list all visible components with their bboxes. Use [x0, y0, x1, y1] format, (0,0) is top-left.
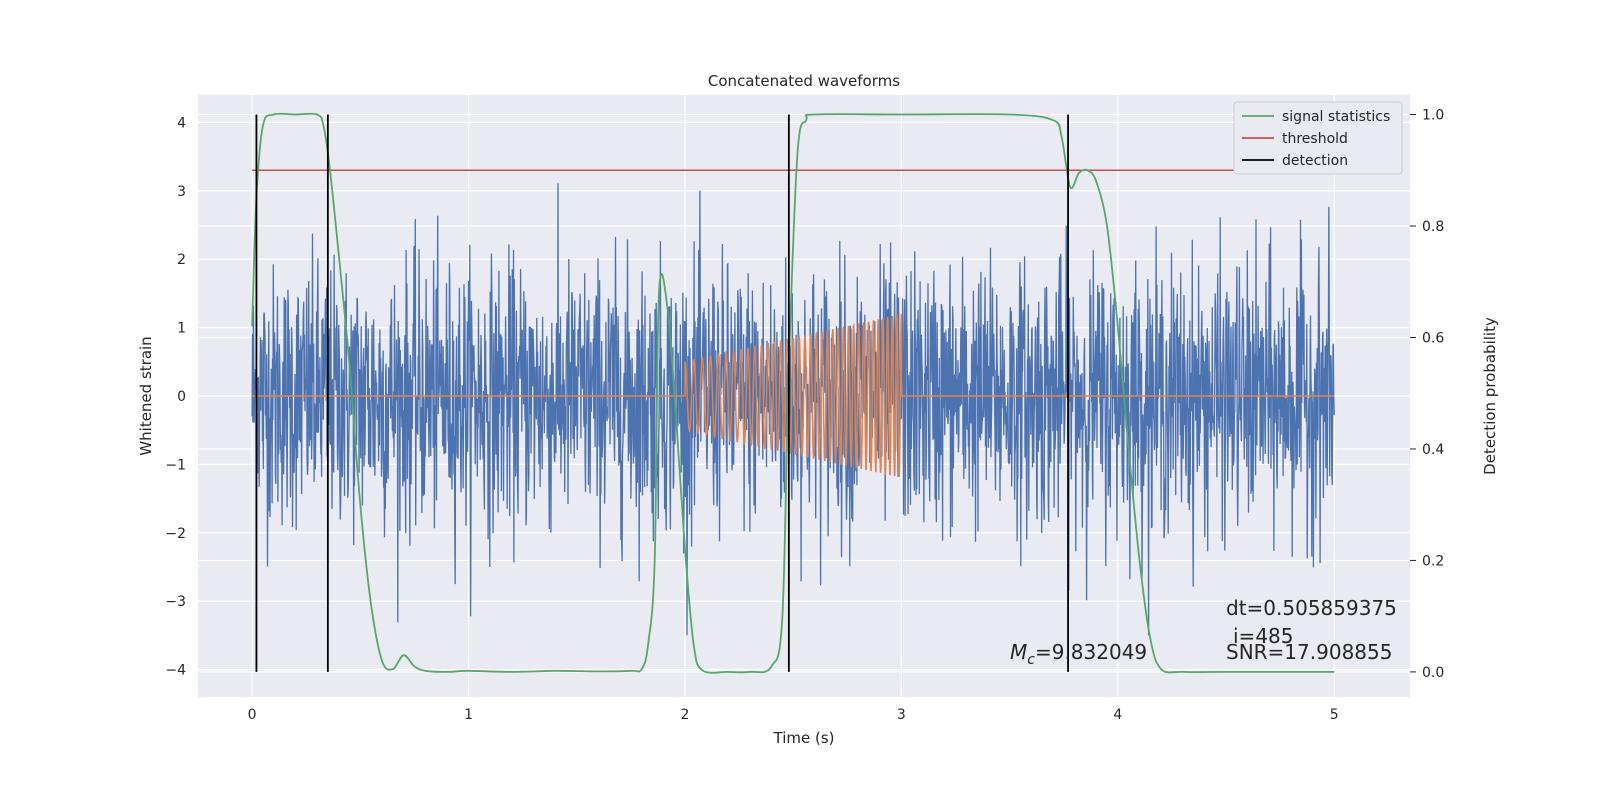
y-tick-label: 1	[177, 321, 186, 337]
x-axis-ticks: 0 1 2 3 4 5	[248, 707, 1339, 723]
series-injected-waveform	[252, 313, 1335, 478]
y2-axis-label: Detection probability	[1481, 317, 1499, 475]
y-tick-label: −1	[165, 457, 186, 473]
annotation-mc-subscript: c	[1027, 652, 1035, 668]
detection-lines	[255, 114, 1069, 672]
y2-tick-label: 0.0	[1422, 665, 1444, 681]
y2-tick-label: 1.0	[1422, 108, 1444, 124]
chart-title: Concatenated waveforms	[708, 72, 900, 90]
x-tick-label: 5	[1330, 707, 1339, 723]
y2-tick-label: 0.6	[1422, 330, 1444, 346]
y-tick-label: −4	[165, 663, 186, 679]
x-tick-label: 4	[1113, 707, 1122, 723]
y-axis-label: Whitened strain	[137, 336, 155, 455]
annotation-snr: SNR=17.908855	[1226, 640, 1392, 664]
annotations: dt=0.505859375 i=485 SNR=17.908855 Mc=9.…	[1010, 596, 1397, 668]
y2-axis-ticks: 1.0 0.8 0.6 0.4 0.2 0.0	[1410, 108, 1444, 681]
y-axis-ticks: 4 3 2 1 0 −1 −2 −3 −4	[165, 115, 186, 678]
annotation-dt: dt=0.505859375	[1226, 596, 1397, 620]
y-tick-label: −2	[165, 526, 186, 542]
x-tick-label: 2	[681, 707, 690, 723]
series-layer	[251, 112, 1356, 674]
x-tick-label: 1	[464, 707, 473, 723]
y-tick-label: 2	[177, 252, 186, 268]
y2-tick-label: 0.8	[1422, 219, 1444, 235]
y2-tick-label: 0.4	[1422, 442, 1444, 458]
annotation-mc-value: =9.832049	[1035, 640, 1147, 664]
legend: signal statistics threshold detection	[1233, 101, 1403, 175]
x-tick-label: 0	[248, 707, 257, 723]
y-tick-label: −3	[165, 594, 186, 610]
legend-box	[1233, 101, 1403, 175]
x-axis-label: Time (s)	[773, 729, 835, 747]
legend-label: signal statistics	[1282, 109, 1390, 125]
y-tick-label: 0	[177, 389, 186, 405]
series-signal-statistics	[251, 112, 1335, 674]
y-tick-label: 3	[177, 184, 186, 200]
legend-label: threshold	[1282, 131, 1348, 147]
x-tick-label: 3	[897, 707, 906, 723]
annotation-mc: Mc=9.832049	[1010, 640, 1147, 668]
legend-label: detection	[1282, 153, 1348, 169]
series-whitened-strain	[251, 183, 1335, 636]
annotation-i: i=485	[1233, 624, 1294, 648]
annotation-mc-symbol: M	[1010, 640, 1027, 664]
y2-tick-label: 0.2	[1422, 553, 1444, 569]
y-tick-label: 4	[177, 115, 186, 131]
